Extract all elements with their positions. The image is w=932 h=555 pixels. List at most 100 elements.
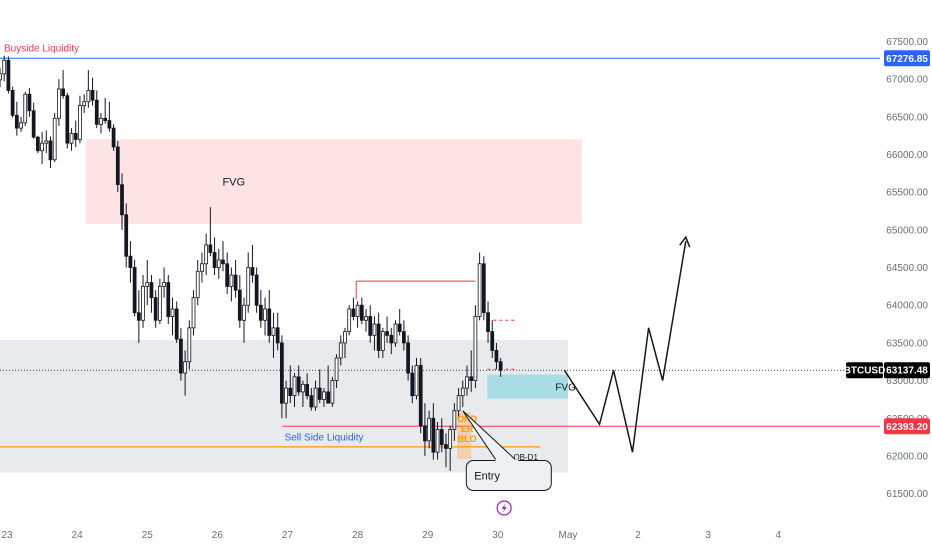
candle-body: [486, 312, 490, 332]
candle-body: [120, 184, 124, 216]
candle-body: [452, 410, 457, 430]
order-block-label: BLO: [458, 434, 477, 444]
candle: [10, 86, 15, 118]
entry-label: Entry: [474, 470, 500, 482]
candle: [65, 92, 70, 149]
candle: [258, 290, 263, 328]
candle-body: [322, 391, 326, 400]
candle-body: [397, 323, 402, 332]
candle-body: [477, 263, 482, 317]
candle: [469, 350, 474, 392]
candle-body: [174, 308, 179, 340]
candle-body: [237, 289, 242, 321]
candle: [498, 357, 503, 377]
candle: [301, 380, 305, 407]
candle-body: [305, 383, 309, 397]
candle-body: [153, 297, 158, 321]
candle: [216, 248, 221, 279]
candle-body: [355, 304, 360, 317]
candle: [128, 241, 133, 283]
candle: [242, 297, 246, 343]
candle-body: [23, 93, 28, 124]
candle: [2, 55, 7, 82]
candle-body: [423, 425, 427, 442]
candle: [267, 290, 272, 343]
candle: [263, 297, 267, 336]
candle: [439, 418, 444, 453]
candle: [166, 275, 171, 325]
candle-body: [364, 316, 368, 321]
candle: [305, 373, 309, 400]
candle-body: [368, 316, 373, 336]
candle: [326, 365, 331, 404]
candle-body: [78, 105, 82, 140]
candle-body: [385, 331, 389, 336]
buyside-label: Buyside Liquidity: [4, 43, 79, 54]
candle: [52, 113, 57, 163]
candle-body: [233, 274, 238, 291]
candle-body: [258, 304, 263, 321]
candle-body: [73, 132, 78, 140]
candle-body: [31, 110, 36, 138]
y-tick-label: 64500.00: [886, 263, 928, 274]
candle: [456, 388, 461, 419]
candle-body: [86, 90, 91, 103]
candle-body: [313, 387, 318, 408]
candle-body: [380, 331, 385, 351]
candle-body: [280, 342, 284, 404]
candle-body: [271, 327, 276, 336]
candle: [73, 120, 78, 147]
entry-callout-join: [495, 459, 519, 463]
x-tick-label: 28: [352, 530, 364, 541]
candle: [179, 327, 183, 381]
candle: [107, 101, 112, 132]
candle-body: [141, 285, 145, 321]
candle-body: [288, 387, 293, 397]
candle-body: [469, 376, 474, 381]
candle: [376, 312, 381, 358]
candle-body: [431, 417, 436, 453]
candle: [296, 365, 301, 396]
candle-body: [330, 380, 335, 404]
candle-body: [200, 263, 204, 272]
candle: [82, 94, 87, 114]
candle: [35, 135, 40, 153]
candle: [69, 128, 74, 151]
fvg-upper-label: FVG: [222, 177, 245, 189]
candle: [6, 56, 11, 94]
candle: [111, 124, 116, 151]
fvg-lower-label: FVG: [555, 383, 576, 394]
projection-path: [563, 241, 687, 453]
candle: [78, 95, 82, 144]
candle-body: [284, 387, 288, 404]
y-tick-label: 62000.00: [886, 451, 928, 462]
candle: [229, 267, 234, 302]
candle: [120, 173, 124, 230]
candle-body: [204, 244, 209, 265]
candle-body: [166, 282, 171, 317]
candle: [149, 275, 154, 313]
candle: [481, 256, 486, 321]
candle: [153, 290, 158, 328]
candle: [0, 67, 2, 88]
candle: [233, 260, 238, 298]
candle-body: [427, 417, 432, 442]
candle: [141, 275, 145, 328]
candle-body: [2, 59, 7, 75]
candle: [195, 260, 200, 306]
candle-body: [334, 357, 339, 381]
candle: [402, 320, 406, 351]
candle-body: [162, 282, 166, 287]
candle: [372, 316, 377, 351]
candle: [460, 380, 465, 407]
candle-body: [216, 259, 221, 268]
candle-body: [481, 263, 486, 314]
y-tick-label: 65500.00: [886, 188, 928, 199]
candle-body: [10, 90, 15, 116]
candle-body: [494, 350, 499, 363]
candle: [359, 297, 364, 325]
order-block-label: ER: [461, 424, 474, 434]
candle: [385, 316, 389, 343]
candle-body: [61, 88, 65, 97]
